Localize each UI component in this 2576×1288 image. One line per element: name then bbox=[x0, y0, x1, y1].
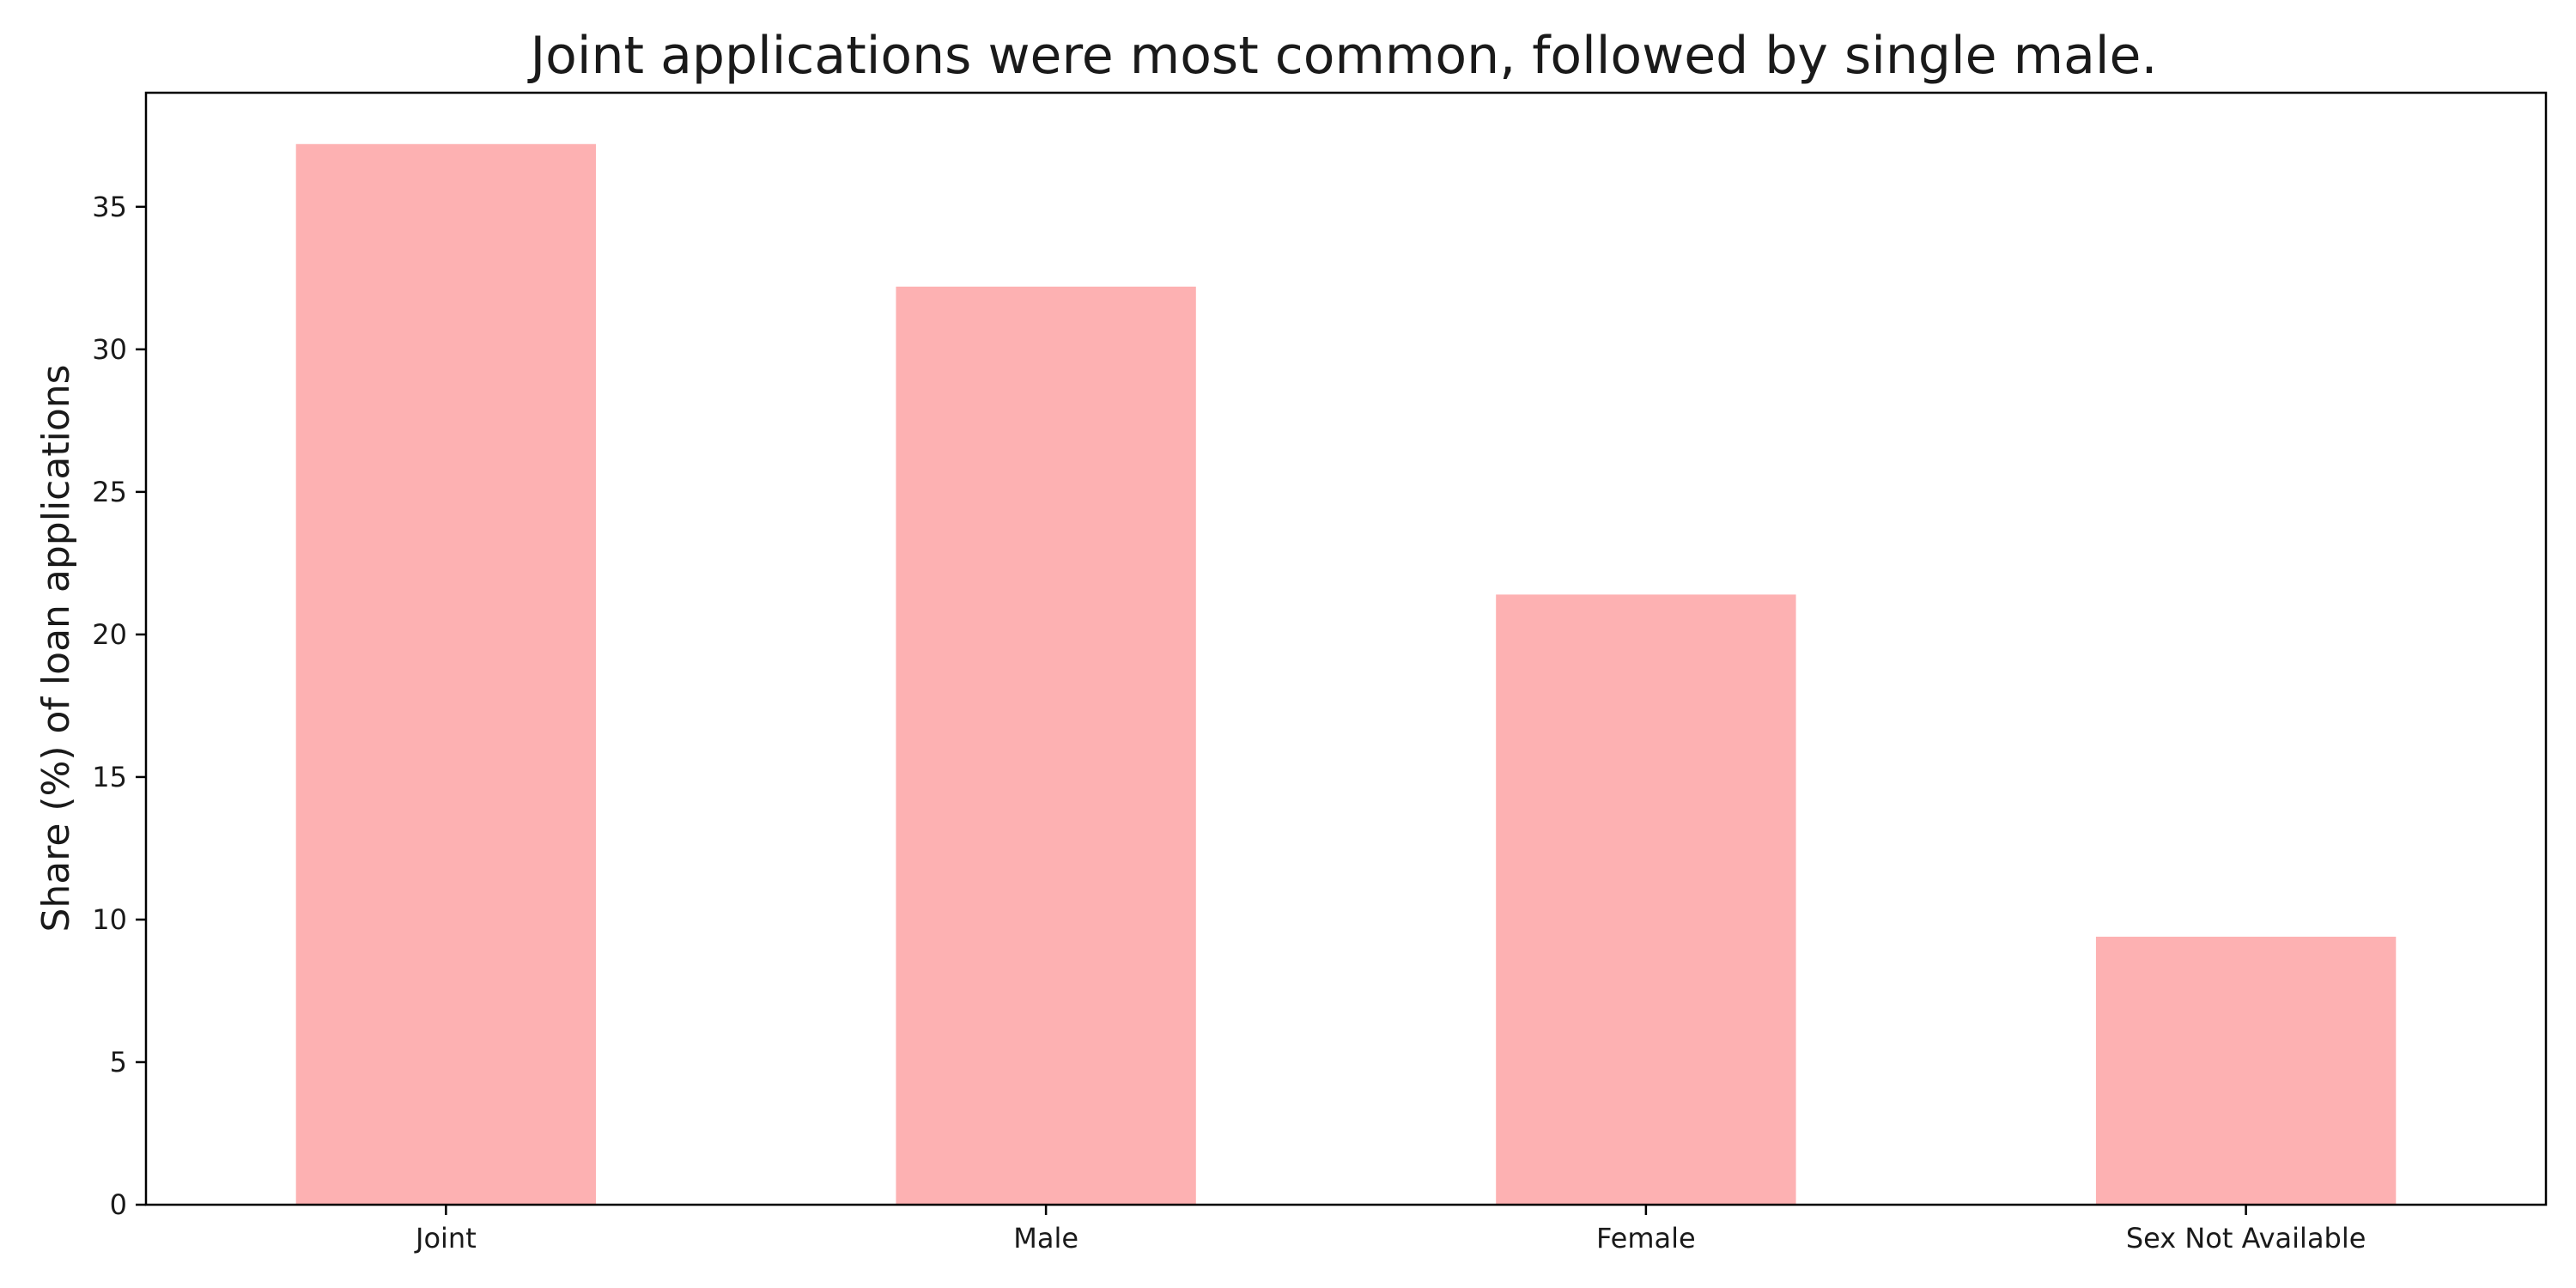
bar-joint bbox=[295, 143, 597, 1205]
y-tick-label: 15 bbox=[92, 761, 127, 793]
y-axis-label: Share (%) of loan applications bbox=[34, 364, 78, 932]
y-tick-label: 20 bbox=[92, 618, 127, 651]
bar-male bbox=[896, 286, 1196, 1205]
bars-layer bbox=[295, 143, 2397, 1205]
y-tick-label: 30 bbox=[92, 333, 127, 366]
x-tick-label: Female bbox=[1596, 1222, 1696, 1255]
x-tick-label: Sex Not Available bbox=[2126, 1222, 2366, 1255]
y-tick-label: 35 bbox=[92, 191, 127, 223]
y-tick-label: 10 bbox=[92, 903, 127, 936]
y-tick-label: 0 bbox=[110, 1188, 127, 1221]
x-tick-label: Male bbox=[1013, 1222, 1078, 1255]
bar-female bbox=[1496, 594, 1796, 1205]
chart-title: Joint applications were most common, fol… bbox=[526, 26, 2157, 86]
y-tick-label: 25 bbox=[92, 476, 127, 508]
y-tick-label: 5 bbox=[110, 1046, 127, 1078]
plot-frame bbox=[144, 91, 2548, 1206]
x-tick-label: Joint bbox=[414, 1222, 477, 1255]
ticks-layer: Joint Male Female Sex Not Available 0 5 10 15 20… bbox=[92, 191, 2366, 1255]
bar-sex-not-available bbox=[2095, 936, 2397, 1205]
